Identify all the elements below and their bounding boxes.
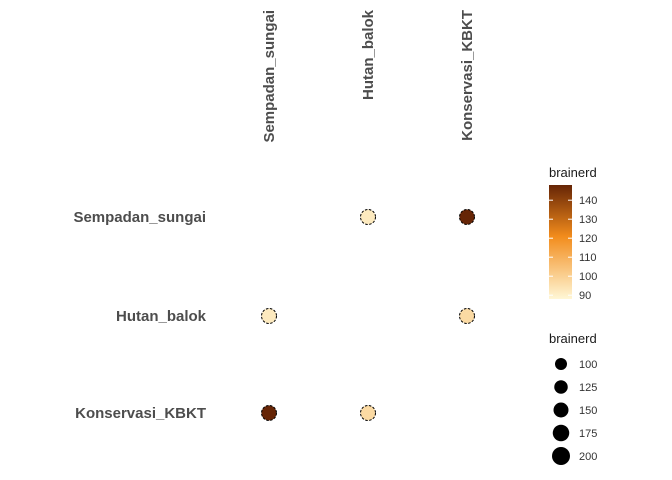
color-legend-ticks: 90 100 110 120 130 140: [549, 195, 597, 302]
data-points: [261, 209, 475, 421]
data-point: [459, 308, 475, 324]
size-legend-key: [555, 358, 567, 370]
row-label: Sempadan_sungai: [73, 209, 206, 226]
color-legend: brainerd 90 100 110 120 130 140: [549, 165, 597, 302]
size-legend-key: [553, 402, 569, 418]
size-legend-label: 175: [579, 428, 597, 440]
row-label: Hutan_balok: [116, 308, 207, 325]
size-legend-title: brainerd: [549, 331, 597, 346]
color-legend-tick-label: 140: [579, 195, 597, 207]
size-legend-label: 200: [579, 451, 597, 463]
size-legend-key: [554, 380, 568, 394]
column-labels: Sempadan_sungai Hutan_balok Konservasi_KBK…: [261, 9, 476, 142]
size-legend-label: 100: [579, 359, 597, 371]
data-point: [360, 405, 376, 421]
size-legend-label: 150: [579, 405, 597, 417]
data-point: [261, 405, 277, 421]
color-legend-tick-label: 90: [579, 290, 591, 302]
data-point: [261, 308, 277, 324]
column-label: Sempadan_sungai: [261, 10, 278, 143]
color-legend-bar: [549, 185, 572, 299]
size-legend-label: 125: [579, 382, 597, 394]
size-legend-key: [552, 447, 570, 465]
column-label: Konservasi_KBKT: [459, 10, 476, 141]
row-label: Konservasi_KBKT: [75, 405, 206, 422]
size-legend: brainerd 100 125 150 175 200: [549, 331, 597, 465]
size-legend-key: [552, 424, 570, 442]
color-legend-tick-label: 100: [579, 271, 597, 283]
color-legend-tick-label: 120: [579, 233, 597, 245]
data-point: [360, 209, 376, 225]
row-labels: Sempadan_sungai Hutan_balok Konservasi_KBK…: [73, 209, 206, 422]
size-legend-keys: 100 125 150 175 200: [552, 358, 597, 465]
color-legend-tick-label: 110: [579, 252, 597, 264]
column-label: Hutan_balok: [360, 9, 377, 100]
color-legend-tick-label: 130: [579, 214, 597, 226]
data-point: [459, 209, 475, 225]
color-legend-title: brainerd: [549, 165, 597, 180]
